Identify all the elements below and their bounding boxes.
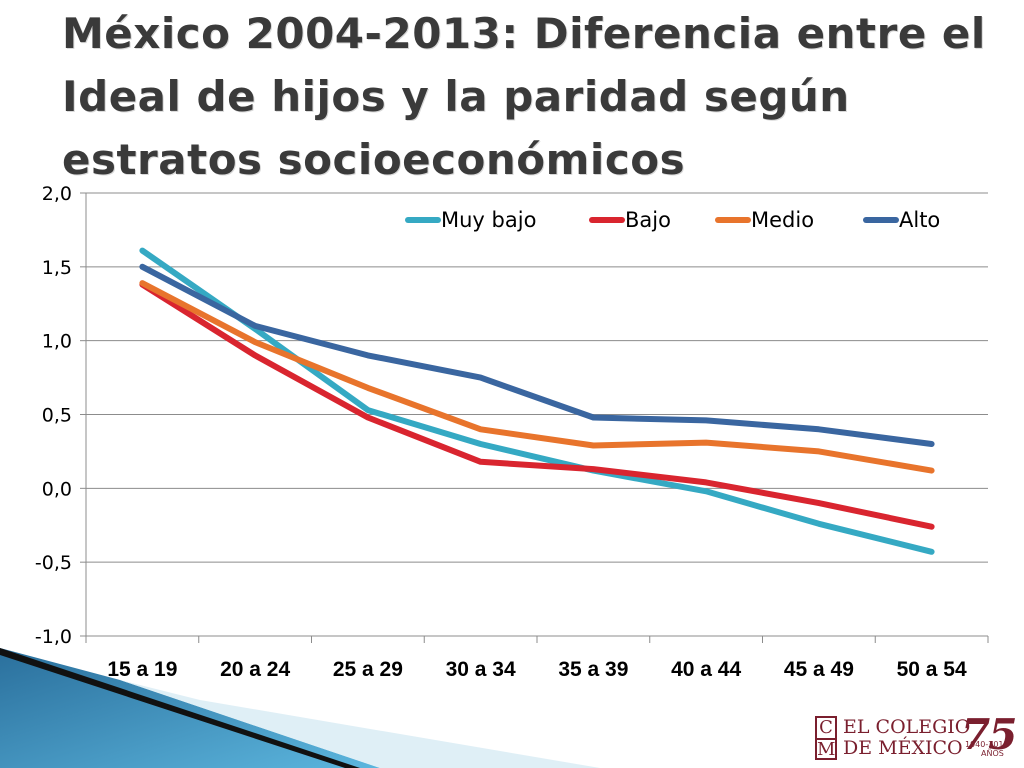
legend-item: Alto — [863, 208, 940, 232]
y-tick-label: 0,5 — [42, 405, 72, 427]
legend-item: Medio — [715, 208, 814, 232]
legend-label: Muy bajo — [441, 208, 536, 232]
logo-anniversary-years: 1940-2015 — [965, 740, 1009, 749]
x-axis-tick-labels: 15 a 19 20 a 24 25 a 29 30 a 34 35 a 39 40 a … — [107, 658, 967, 681]
x-tick-label: 30 a 34 — [446, 658, 516, 681]
x-tick-label: 25 a 29 — [333, 658, 403, 681]
logo-text-line2: DE MÉXICO — [843, 737, 963, 759]
series-line-medio — [139, 280, 935, 474]
x-tick-label: 15 a 19 — [107, 658, 177, 681]
y-axis-tick-labels: 2,0 1,5 1,0 0,5 0,0 -0,5 -1,0 — [35, 183, 72, 648]
logo-anniversary-anos: AÑOS — [981, 749, 1004, 758]
y-tick-label: 0,0 — [42, 478, 72, 500]
logo-text-line1: EL COLEGIO — [843, 716, 971, 738]
series-line-muy-bajo — [139, 247, 935, 555]
x-tick-label: 40 a 44 — [671, 658, 741, 681]
series-lines — [139, 247, 935, 555]
x-tick-label: 50 a 54 — [897, 658, 967, 681]
series-line-bajo — [139, 281, 935, 530]
y-tick-label: 1,0 — [42, 331, 72, 353]
legend-label: Alto — [899, 208, 940, 232]
legend-label: Medio — [751, 208, 814, 232]
y-tick-label: -1,0 — [35, 626, 72, 648]
y-tick-label: 1,5 — [42, 257, 72, 279]
logo-letter-m: M — [817, 739, 836, 760]
legend: Muy bajo Bajo Medio Alto — [405, 208, 940, 232]
slide-title: México 2004-2013: Diferencia entre el Id… — [62, 9, 986, 184]
logo-anniversary: 75 1940-2015 AÑOS — [961, 710, 1017, 762]
x-tick-label: 45 a 49 — [784, 658, 854, 681]
y-tick-label: 2,0 — [42, 183, 72, 205]
el-colegio-de-mexico-logo: C M EL COLEGIO DE MÉXICO 75 1940-2015 AÑ… — [815, 710, 1017, 762]
logo-letter-c: C — [819, 717, 833, 738]
x-tick-label: 35 a 39 — [558, 658, 628, 681]
logo-anniversary-number: 75 — [961, 710, 1017, 759]
axes — [80, 192, 989, 643]
series-line-alto — [139, 263, 935, 447]
legend-item: Bajo — [589, 208, 671, 232]
x-tick-label: 20 a 24 — [220, 658, 290, 681]
legend-label: Bajo — [625, 208, 671, 232]
legend-item: Muy bajo — [405, 208, 536, 232]
logo-cm-emblem: C M — [815, 716, 837, 760]
y-tick-label: -0,5 — [35, 552, 72, 574]
